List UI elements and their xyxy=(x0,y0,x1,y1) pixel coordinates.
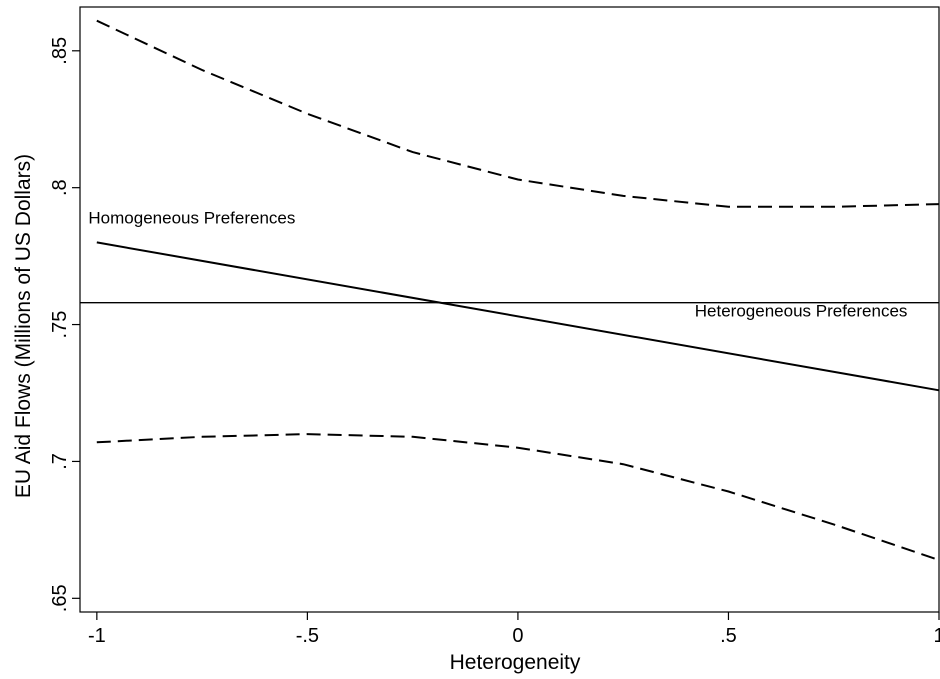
estimate-line-0 xyxy=(96,241,940,392)
confidence-band-line-2 xyxy=(96,433,940,561)
y-tick-label: .75 xyxy=(49,311,71,339)
plot-lines xyxy=(80,19,940,561)
plot-frame xyxy=(79,6,940,613)
x-tick-label: -1 xyxy=(88,625,106,647)
y-axis-title: EU Aid Flows (Millions of US Dollars) xyxy=(12,154,35,498)
y-tick-label: .7 xyxy=(49,453,71,470)
x-tick-label: -.5 xyxy=(296,625,319,647)
y-tick-label: .85 xyxy=(49,37,71,65)
y-axis: .65 .7 .75 .8 .85 xyxy=(49,37,80,612)
annotation-label-1: Heterogeneous Preferences xyxy=(695,301,908,320)
x-tick-label: 0 xyxy=(512,625,523,647)
y-tick-label: .65 xyxy=(49,584,71,612)
confidence-band-line-1 xyxy=(96,19,940,208)
annotations: Homogeneous Preferences Heterogeneous Pre… xyxy=(88,208,907,320)
x-tick-label: .5 xyxy=(720,625,737,647)
x-axis-title: Heterogeneity xyxy=(450,651,581,674)
annotation-label-0: Homogeneous Preferences xyxy=(88,208,295,227)
x-tick-label: 1 xyxy=(933,625,940,647)
y-tick-label: .8 xyxy=(49,179,71,196)
x-axis: -1 -.5 0 .5 1 xyxy=(88,612,940,647)
